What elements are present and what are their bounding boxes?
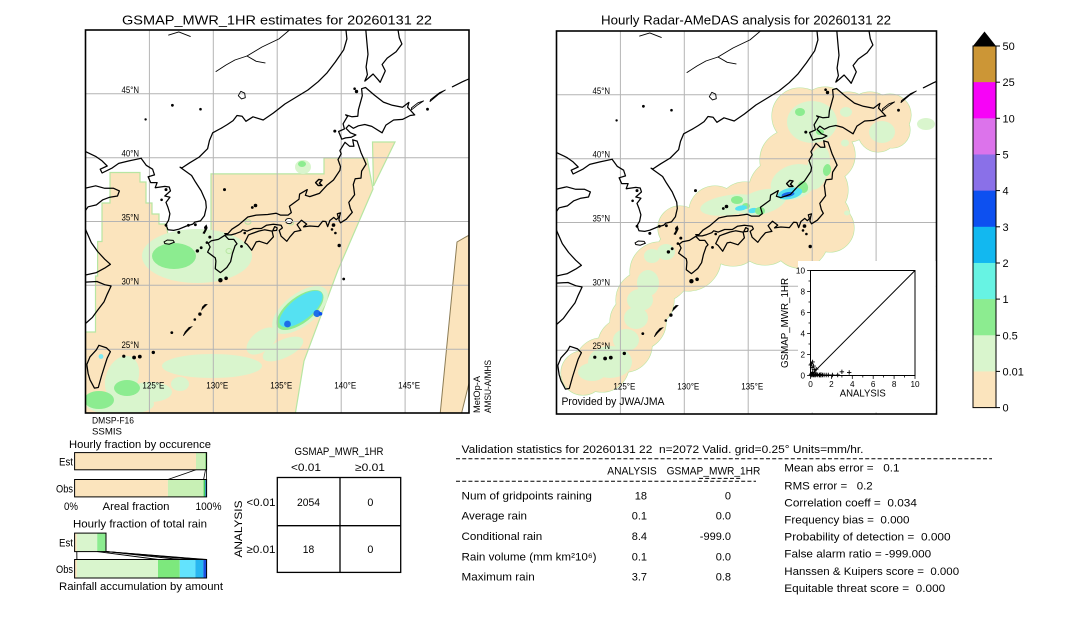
- svg-text:50: 50: [1003, 41, 1015, 53]
- svg-text:Hourly fraction of total rain: Hourly fraction of total rain: [73, 519, 207, 531]
- svg-text:Est: Est: [59, 456, 73, 468]
- svg-text:Rain volume (mm km²10⁶): Rain volume (mm km²10⁶): [462, 551, 597, 563]
- svg-text:0: 0: [725, 491, 731, 503]
- svg-text:40°N: 40°N: [593, 150, 611, 160]
- svg-text:RMS error = 0.2: RMS error = 0.2: [784, 481, 872, 493]
- svg-text:130°E: 130°E: [206, 381, 228, 391]
- svg-text:0: 0: [1003, 403, 1009, 415]
- svg-text:Conditional rain: Conditional rain: [462, 531, 543, 543]
- svg-text:0%: 0%: [64, 501, 78, 513]
- svg-text:8: 8: [892, 380, 897, 389]
- svg-text:40°N: 40°N: [122, 149, 140, 159]
- svg-text:<0.01: <0.01: [247, 497, 276, 509]
- svg-text:2: 2: [1003, 258, 1009, 270]
- svg-text:10: 10: [910, 380, 920, 389]
- svg-text:AMSU-A/MHS: AMSU-A/MHS: [483, 360, 493, 413]
- svg-text:45°N: 45°N: [593, 86, 611, 96]
- svg-text:GSMAP_MWR_1HR: GSMAP_MWR_1HR: [667, 466, 761, 478]
- svg-text:25°N: 25°N: [593, 341, 611, 351]
- svg-text:6: 6: [800, 308, 805, 317]
- svg-text:0.0: 0.0: [716, 551, 731, 563]
- svg-text:Mean abs error = 0.1: Mean abs error = 0.1: [784, 463, 899, 475]
- svg-text:145°E: 145°E: [398, 381, 420, 391]
- svg-text:DMSP-F16: DMSP-F16: [92, 416, 134, 426]
- svg-text:Obs: Obs: [56, 564, 74, 576]
- svg-text:135°E: 135°E: [741, 382, 763, 392]
- svg-text:30°N: 30°N: [593, 277, 611, 287]
- svg-text:≥0.01: ≥0.01: [355, 462, 385, 474]
- svg-text:4: 4: [1003, 186, 1009, 198]
- svg-text:135°E: 135°E: [270, 381, 292, 391]
- svg-text:2: 2: [829, 380, 834, 389]
- svg-text:45°N: 45°N: [122, 85, 140, 95]
- svg-text:Maximum rain: Maximum rain: [462, 572, 535, 584]
- svg-text:-999.0: -999.0: [700, 531, 731, 543]
- svg-text:Hourly fraction by occurence: Hourly fraction by occurence: [69, 439, 211, 451]
- svg-text:0.1: 0.1: [632, 551, 647, 563]
- svg-text:2054: 2054: [297, 497, 320, 509]
- svg-text:GSMAP_MWR_1HR: GSMAP_MWR_1HR: [295, 446, 384, 458]
- svg-text:2: 2: [800, 350, 805, 359]
- svg-text:≥0.01: ≥0.01: [247, 544, 276, 556]
- svg-text:Obs: Obs: [56, 483, 74, 495]
- svg-text:Probability of detection = 0.: Probability of detection = 0.000: [784, 532, 950, 544]
- svg-text:SSMIS: SSMIS: [92, 427, 122, 437]
- svg-text:0.8: 0.8: [716, 572, 731, 584]
- svg-text:0: 0: [367, 544, 373, 556]
- svg-text:0: 0: [367, 497, 373, 509]
- svg-text:Rainfall accumulation by amoun: Rainfall accumulation by amount: [59, 581, 223, 593]
- svg-text:0: 0: [808, 380, 813, 389]
- svg-text:8.4: 8.4: [632, 531, 647, 543]
- svg-text:25: 25: [1003, 77, 1015, 89]
- svg-text:5: 5: [1003, 150, 1009, 162]
- svg-text:3: 3: [1003, 222, 1009, 234]
- svg-text:10: 10: [1003, 113, 1015, 125]
- svg-text:1: 1: [1003, 294, 1009, 306]
- svg-text:Hourly Radar-AMeDAS analysis f: Hourly Radar-AMeDAS analysis for 2026013…: [601, 13, 891, 28]
- svg-text:130°E: 130°E: [677, 382, 699, 392]
- svg-text:ANALYSIS: ANALYSIS: [840, 389, 886, 400]
- svg-text:10: 10: [796, 266, 806, 275]
- svg-text:False alarm ratio = -999.000: False alarm ratio = -999.000: [784, 549, 931, 561]
- svg-text:125°E: 125°E: [613, 382, 635, 392]
- svg-text:ANALYSIS: ANALYSIS: [233, 501, 245, 558]
- svg-text:Average rain: Average rain: [462, 511, 528, 523]
- svg-text:Num of gridpoints raining: Num of gridpoints raining: [462, 491, 592, 503]
- svg-text:30°N: 30°N: [122, 276, 140, 286]
- svg-text:35°N: 35°N: [593, 214, 611, 224]
- svg-text:MetOp-A: MetOp-A: [472, 376, 482, 413]
- svg-text:Areal fraction: Areal fraction: [103, 501, 170, 513]
- svg-text:8: 8: [800, 287, 805, 296]
- svg-text:125°E: 125°E: [142, 381, 164, 391]
- svg-text:Est: Est: [59, 537, 73, 549]
- svg-text:<0.01: <0.01: [291, 462, 321, 474]
- svg-text:Provided by JWA/JMA: Provided by JWA/JMA: [562, 396, 666, 408]
- svg-text:Frequency bias = 0.000: Frequency bias = 0.000: [784, 514, 909, 526]
- svg-text:Hanssen & Kuipers score = 0.0: Hanssen & Kuipers score = 0.000: [784, 566, 959, 578]
- svg-text:0.5: 0.5: [1003, 330, 1018, 342]
- svg-text:0: 0: [800, 371, 805, 380]
- svg-text:140°E: 140°E: [334, 381, 356, 391]
- svg-text:35°N: 35°N: [122, 213, 140, 223]
- svg-text:18: 18: [635, 491, 647, 503]
- svg-text:ANALYSIS: ANALYSIS: [607, 466, 657, 478]
- svg-text:3.7: 3.7: [632, 572, 647, 584]
- svg-text:0.01: 0.01: [1003, 366, 1024, 378]
- svg-text:Correlation coeff = 0.034: Correlation coeff = 0.034: [784, 498, 917, 510]
- svg-text:Validation statistics for 2026: Validation statistics for 20260131 22 n=…: [462, 444, 864, 456]
- svg-text:Equitable threat score = 0.00: Equitable threat score = 0.000: [784, 583, 945, 595]
- svg-text:GSMAP_MWR_1HR: GSMAP_MWR_1HR: [780, 278, 791, 368]
- svg-text:4: 4: [800, 329, 805, 338]
- svg-text:18: 18: [303, 544, 315, 556]
- svg-text:0.1: 0.1: [632, 511, 647, 523]
- svg-text:100%: 100%: [196, 501, 222, 513]
- svg-text:25°N: 25°N: [122, 340, 140, 350]
- svg-text:0.0: 0.0: [716, 511, 731, 523]
- svg-text:GSMAP_MWR_1HR estimates for 20: GSMAP_MWR_1HR estimates for 20260131 22: [122, 13, 432, 28]
